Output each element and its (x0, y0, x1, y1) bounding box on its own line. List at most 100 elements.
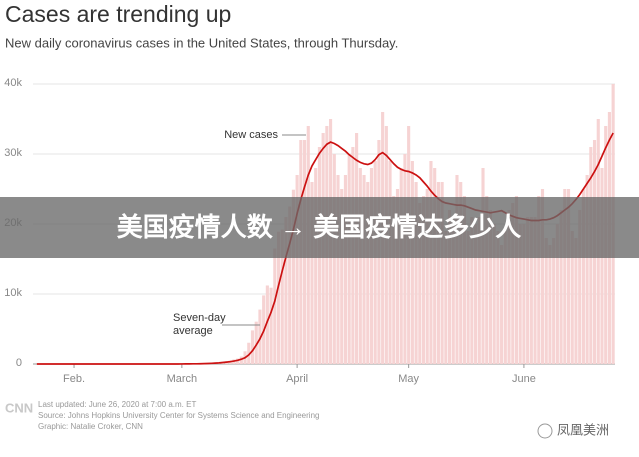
bar (399, 168, 403, 364)
y-tick-label: 40k (4, 77, 22, 89)
bar (314, 168, 318, 364)
bar (533, 217, 537, 364)
bar (503, 231, 507, 364)
banner (0, 197, 639, 258)
bar (466, 231, 470, 364)
bar (481, 168, 485, 364)
bar (544, 238, 548, 364)
bar (459, 182, 463, 364)
bar (291, 189, 295, 364)
bar (537, 196, 541, 364)
bar (570, 231, 574, 364)
footer-text: Source: Johns Hopkins University Center … (38, 411, 319, 420)
bar (347, 154, 351, 364)
bar (462, 196, 466, 364)
footer-text: Last updated: June 26, 2020 at 7:00 a.m.… (38, 400, 196, 409)
bar (555, 224, 559, 364)
bar (540, 189, 545, 364)
bar (500, 245, 504, 364)
bar (288, 206, 292, 364)
bar (284, 217, 288, 364)
logo: CNN (5, 400, 33, 415)
bar (280, 229, 284, 364)
bar (477, 217, 481, 364)
chart-subtitle: New daily coronavirus cases in the Unite… (5, 35, 398, 50)
bar (418, 203, 422, 364)
x-tick-label: Feb. (63, 373, 85, 385)
bar (425, 189, 429, 364)
bar (492, 224, 496, 364)
banner-text: 美国疫情人数 → 美国疫情达多少人 (117, 212, 521, 242)
bar (496, 231, 500, 364)
bar (518, 224, 522, 364)
bar (552, 238, 556, 364)
bar (273, 248, 277, 364)
bar (563, 189, 567, 364)
y-tick-label: 0 (16, 357, 22, 369)
bar (585, 175, 589, 364)
bar (366, 182, 370, 364)
bar (559, 210, 563, 364)
annotation: New cases (224, 129, 278, 141)
bar (414, 182, 418, 364)
bar (488, 210, 493, 364)
bar (451, 217, 455, 364)
bar (440, 182, 444, 364)
chart-title: Cases are trending up (5, 1, 231, 27)
bar (470, 217, 474, 364)
x-tick-label: June (512, 373, 536, 385)
bar (392, 196, 396, 364)
bar (254, 321, 258, 364)
bar (373, 161, 377, 364)
bar (362, 175, 366, 364)
bar (529, 217, 533, 364)
bar (522, 224, 526, 364)
bar (332, 154, 336, 364)
bar (258, 309, 262, 364)
watermark-icon (537, 423, 553, 439)
bar (444, 231, 448, 364)
bar (295, 175, 299, 364)
bar (336, 175, 340, 364)
bar (276, 231, 281, 364)
bar (507, 210, 511, 364)
bar (395, 189, 400, 364)
bar (265, 285, 269, 364)
bar (566, 189, 571, 364)
bar (358, 168, 362, 364)
bar (485, 196, 489, 364)
bar (247, 342, 251, 364)
bar (410, 161, 414, 364)
bar (447, 210, 452, 364)
bar (574, 238, 578, 364)
bar (388, 161, 392, 364)
x-tick-label: April (286, 373, 308, 385)
bar (429, 161, 433, 364)
bar (511, 203, 515, 364)
bar (239, 356, 243, 364)
x-tick-label: March (167, 373, 198, 385)
bar (403, 154, 407, 364)
y-tick-label: 10k (4, 287, 22, 299)
bar (581, 189, 585, 364)
bar (421, 196, 426, 364)
bar (250, 330, 255, 364)
bar (526, 217, 530, 364)
bar (436, 182, 440, 364)
bar (600, 168, 604, 364)
bar (474, 224, 478, 364)
bar (369, 168, 374, 364)
bar (433, 168, 437, 364)
bar (578, 210, 582, 364)
footer-text: Graphic: Natalie Croker, CNN (38, 422, 143, 431)
bar (310, 182, 314, 364)
y-tick-label: 30k (4, 147, 22, 159)
annotation: Seven-day (173, 312, 226, 324)
bar (340, 189, 344, 364)
annotation: average (173, 325, 213, 337)
watermark: 凤凰美洲 (557, 422, 609, 437)
bar (343, 175, 348, 364)
bar (269, 287, 273, 364)
